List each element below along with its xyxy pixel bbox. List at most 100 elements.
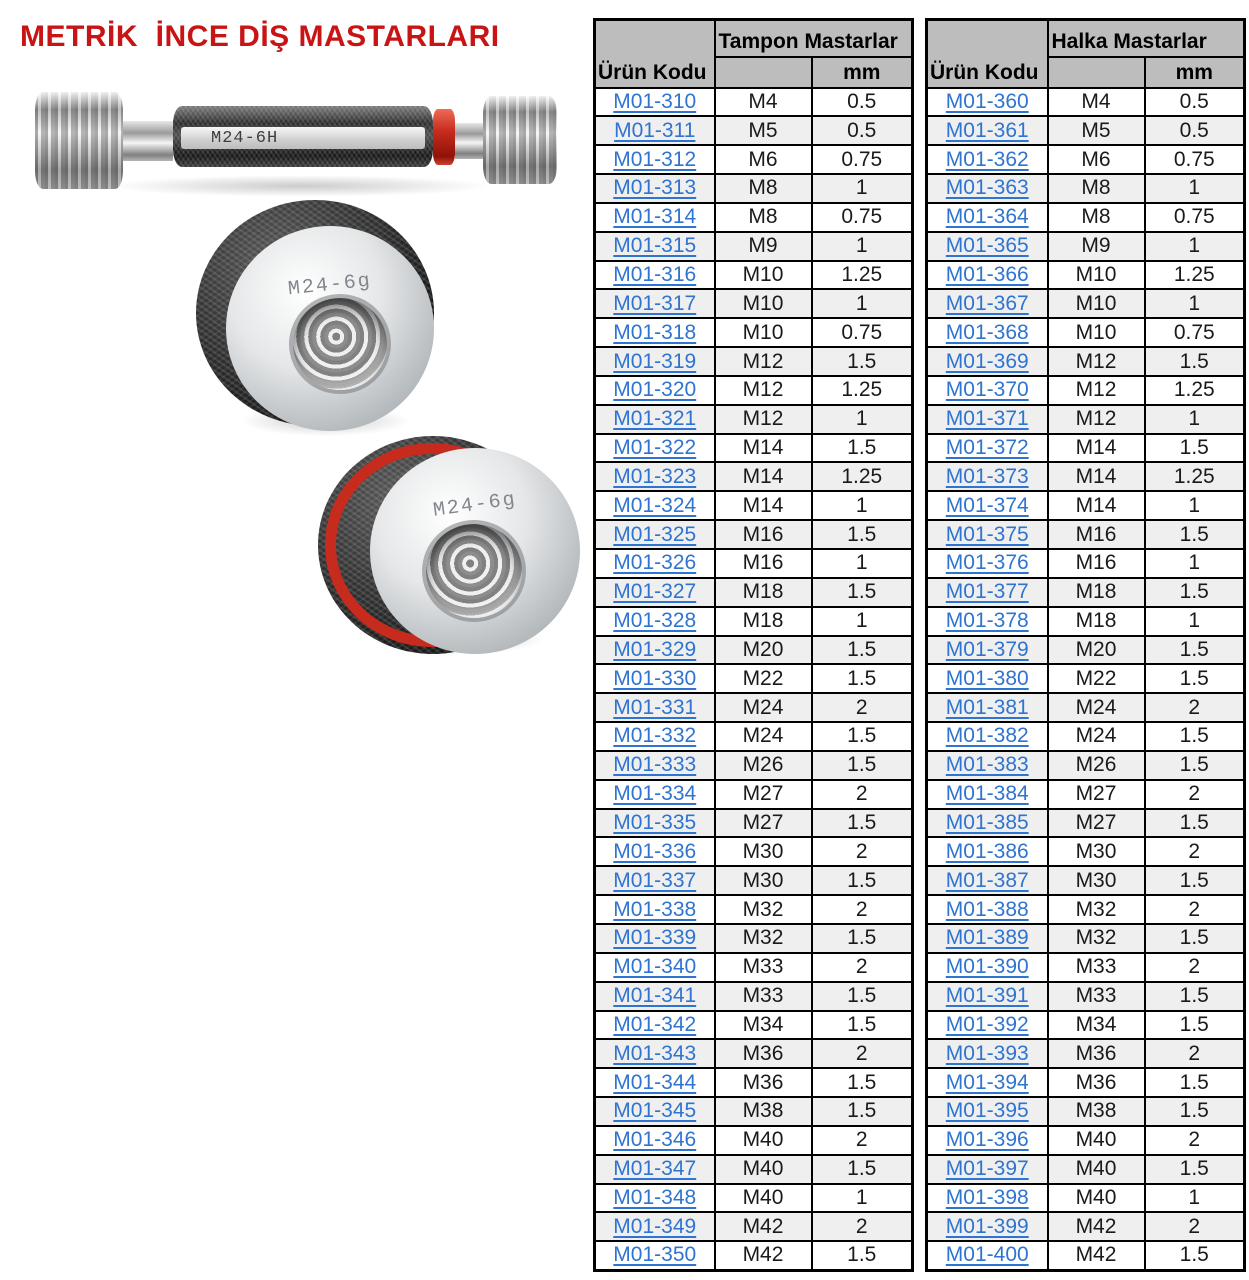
product-code-link[interactable]: M01-326 [613,551,697,575]
product-code-link[interactable]: M01-390 [945,955,1029,979]
table-row: M01-362 M6 0.75 [925,144,1246,176]
table-row: M01-374 M14 1 [925,490,1246,522]
product-code-link[interactable]: M01-335 [613,811,697,835]
product-code-link[interactable]: M01-372 [945,436,1029,460]
product-code-link[interactable]: M01-392 [945,1012,1029,1036]
product-code-link[interactable]: M01-399 [945,1214,1029,1238]
product-code-link[interactable]: M01-340 [613,955,697,979]
product-code-link[interactable]: M01-379 [945,637,1029,661]
product-code-cell: M01-323 [593,461,716,493]
product-code-link[interactable]: M01-349 [613,1214,697,1238]
product-code-link[interactable]: M01-388 [945,897,1029,921]
product-code-link[interactable]: M01-345 [613,1099,697,1123]
plug-gauge-left-shaft [123,121,173,161]
product-code-link[interactable]: M01-398 [945,1185,1029,1209]
ring-gauge-top-threaded-hole [293,298,387,390]
product-code-link[interactable]: M01-337 [613,868,697,892]
thread-size-cell: M9 [713,230,813,262]
product-code-link[interactable]: M01-383 [945,753,1029,777]
table-row: M01-326 M16 1 [593,548,914,579]
product-code-link[interactable]: M01-324 [613,493,697,517]
product-code-link[interactable]: M01-320 [613,378,697,402]
product-code-link[interactable]: M01-311 [614,118,696,142]
product-code-link[interactable]: M01-386 [945,839,1029,863]
pitch-mm-cell: 1.5 [810,1096,914,1127]
product-code-link[interactable]: M01-361 [945,118,1029,142]
product-code-link[interactable]: M01-368 [945,320,1029,344]
product-code-link[interactable]: M01-310 [613,89,697,113]
thread-size-cell: M18 [1046,576,1146,608]
product-code-link[interactable]: M01-384 [945,782,1029,806]
product-code-link[interactable]: M01-346 [613,1128,697,1152]
product-code-link[interactable]: M01-321 [613,407,697,431]
product-code-link[interactable]: M01-341 [613,984,697,1008]
product-code-link[interactable]: M01-317 [613,291,697,315]
table-row: M01-319 M12 1.5 [593,346,914,377]
pitch-mm-cell: 1.25 [810,259,914,291]
product-code-link[interactable]: M01-315 [613,234,697,258]
product-code-link[interactable]: M01-348 [613,1185,697,1209]
product-code-link[interactable]: M01-360 [945,89,1029,113]
product-code-link[interactable]: M01-374 [945,493,1029,517]
product-code-link[interactable]: M01-397 [945,1157,1029,1181]
product-code-link[interactable]: M01-339 [613,926,697,950]
product-code-link[interactable]: M01-344 [613,1070,697,1094]
product-code-link[interactable]: M01-365 [945,234,1029,258]
product-code-link[interactable]: M01-312 [613,147,697,171]
product-code-link[interactable]: M01-334 [613,782,697,806]
product-code-link[interactable]: M01-400 [945,1243,1029,1267]
product-code-link[interactable]: M01-363 [945,176,1029,200]
product-code-link[interactable]: M01-371 [945,407,1029,431]
product-code-link[interactable]: M01-367 [945,291,1029,315]
product-code-link[interactable]: M01-366 [945,262,1029,286]
product-code-link[interactable]: M01-387 [945,868,1029,892]
product-code-cell: M01-321 [593,403,716,435]
product-code-link[interactable]: M01-382 [945,724,1029,748]
product-code-link[interactable]: M01-377 [945,580,1029,604]
product-code-link[interactable]: M01-325 [613,522,697,546]
product-code-link[interactable]: M01-347 [613,1157,697,1181]
product-code-link[interactable]: M01-319 [613,349,697,373]
product-code-link[interactable]: M01-395 [945,1099,1029,1123]
product-code-link[interactable]: M01-369 [945,349,1029,373]
pitch-mm-cell: 1.5 [810,432,914,464]
product-code-link[interactable]: M01-389 [945,926,1029,950]
product-code-link[interactable]: M01-381 [945,695,1029,719]
product-code-link[interactable]: M01-331 [613,695,697,719]
product-code-link[interactable]: M01-394 [945,1070,1029,1094]
pitch-mm-cell: 0.5 [1143,115,1246,147]
product-code-link[interactable]: M01-332 [613,724,697,748]
product-code-link[interactable]: M01-313 [613,176,697,200]
product-code-link[interactable]: M01-378 [945,609,1029,633]
product-code-link[interactable]: M01-391 [945,984,1029,1008]
product-code-link[interactable]: M01-343 [613,1041,697,1065]
product-code-link[interactable]: M01-350 [613,1243,697,1267]
product-code-link[interactable]: M01-396 [945,1128,1029,1152]
product-code-cell: M01-350 [593,1240,716,1272]
product-code-link[interactable]: M01-370 [945,378,1029,402]
thread-size-cell: M6 [1046,144,1146,176]
product-code-link[interactable]: M01-316 [613,262,697,286]
product-code-link[interactable]: M01-342 [613,1012,697,1036]
pitch-mm-cell: 2 [810,894,914,925]
product-code-link[interactable]: M01-329 [613,637,697,661]
product-code-link[interactable]: M01-362 [945,147,1029,171]
pitch-mm-cell: 1.5 [810,749,914,781]
product-code-link[interactable]: M01-338 [613,897,697,921]
product-code-link[interactable]: M01-393 [945,1041,1029,1065]
product-code-link[interactable]: M01-314 [613,205,697,229]
product-code-link[interactable]: M01-318 [613,320,697,344]
product-code-link[interactable]: M01-385 [945,811,1029,835]
product-code-link[interactable]: M01-376 [945,551,1029,575]
product-code-link[interactable]: M01-327 [613,580,697,604]
product-code-link[interactable]: M01-375 [945,522,1029,546]
product-code-link[interactable]: M01-373 [945,464,1029,488]
product-code-link[interactable]: M01-364 [945,205,1029,229]
product-code-link[interactable]: M01-322 [613,436,697,460]
product-code-link[interactable]: M01-323 [613,464,697,488]
product-code-link[interactable]: M01-328 [613,609,697,633]
product-code-link[interactable]: M01-330 [613,666,697,690]
product-code-link[interactable]: M01-380 [945,666,1029,690]
product-code-link[interactable]: M01-333 [613,753,697,777]
product-code-link[interactable]: M01-336 [613,839,697,863]
